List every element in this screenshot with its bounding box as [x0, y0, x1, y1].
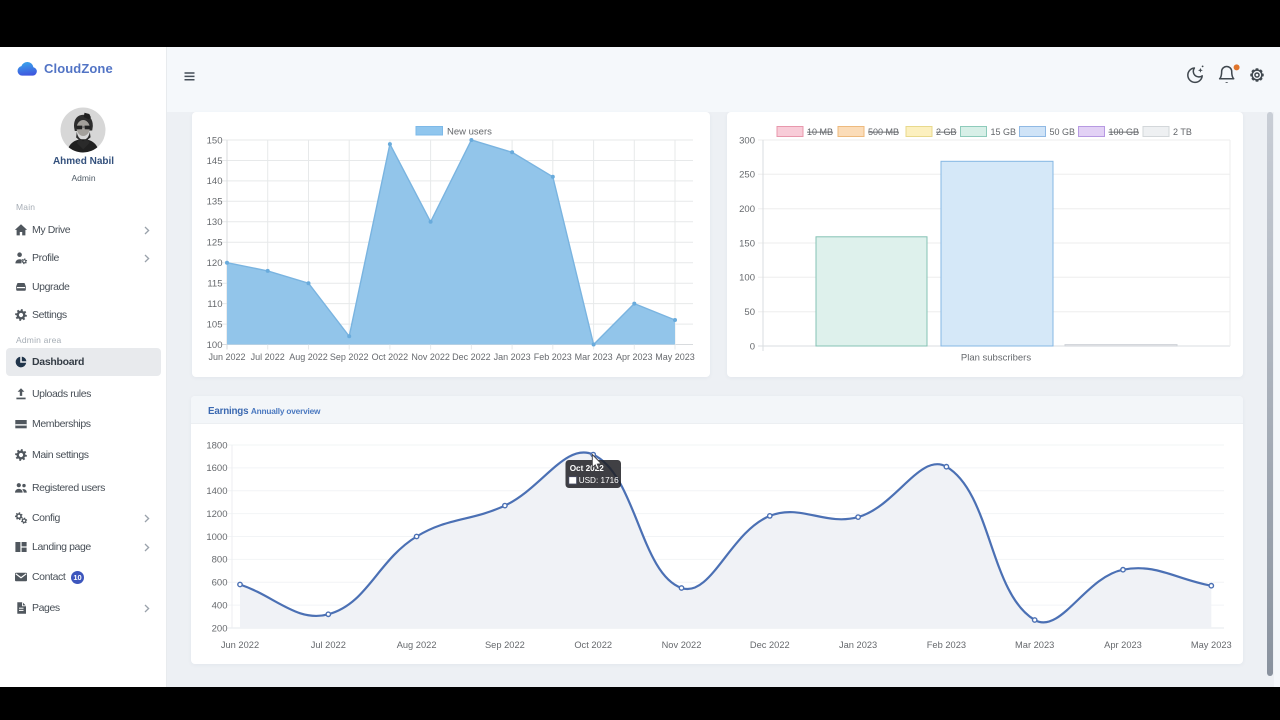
- svg-text:Mar 2023: Mar 2023: [575, 352, 613, 362]
- svg-text:Oct 2022: Oct 2022: [372, 352, 409, 362]
- svg-text:Oct 2022: Oct 2022: [570, 464, 605, 473]
- svg-text:Aug 2022: Aug 2022: [289, 352, 328, 362]
- svg-text:Feb 2023: Feb 2023: [534, 352, 572, 362]
- svg-text:Apr 2023: Apr 2023: [616, 352, 653, 362]
- svg-text:50: 50: [744, 307, 755, 318]
- svg-text:Aug 2022: Aug 2022: [397, 640, 437, 650]
- svg-text:125: 125: [207, 238, 223, 249]
- svg-text:50 GB: 50 GB: [1050, 127, 1076, 137]
- svg-text:500 MB: 500 MB: [868, 127, 899, 137]
- svg-text:150: 150: [207, 135, 223, 146]
- svg-text:Apr 2023: Apr 2023: [1104, 640, 1142, 650]
- svg-text:Feb 2023: Feb 2023: [927, 640, 966, 650]
- svg-text:145: 145: [207, 156, 223, 167]
- svg-text:130: 130: [207, 217, 223, 228]
- svg-text:250: 250: [739, 170, 755, 181]
- svg-text:Oct 2022: Oct 2022: [574, 640, 612, 650]
- svg-text:Jun 2022: Jun 2022: [208, 352, 245, 362]
- svg-text:140: 140: [207, 176, 223, 187]
- svg-text:Dec 2022: Dec 2022: [750, 640, 790, 650]
- svg-text:15 GB: 15 GB: [991, 127, 1017, 137]
- svg-text:Jun 2022: Jun 2022: [221, 640, 259, 650]
- svg-text:Jan 2023: Jan 2023: [839, 640, 877, 650]
- svg-text:800: 800: [212, 555, 228, 566]
- svg-text:300: 300: [739, 135, 755, 146]
- svg-text:120: 120: [207, 258, 223, 269]
- svg-text:Mar 2023: Mar 2023: [1015, 640, 1054, 650]
- svg-text:200: 200: [212, 623, 228, 634]
- svg-text:Nov 2022: Nov 2022: [411, 352, 450, 362]
- svg-text:2 TB: 2 TB: [1173, 127, 1192, 137]
- svg-text:100 GB: 100 GB: [1109, 127, 1140, 137]
- svg-text:Dec 2022: Dec 2022: [452, 352, 491, 362]
- svg-text:1600: 1600: [206, 463, 227, 474]
- svg-text:Sep 2022: Sep 2022: [330, 352, 369, 362]
- svg-text:100: 100: [739, 273, 755, 284]
- svg-text:Sep 2022: Sep 2022: [485, 640, 525, 650]
- svg-text:Jul 2022: Jul 2022: [311, 640, 346, 650]
- svg-text:105: 105: [207, 319, 223, 330]
- svg-text:100: 100: [207, 340, 223, 351]
- svg-text:Jan 2023: Jan 2023: [494, 352, 531, 362]
- svg-text:110: 110: [207, 299, 222, 310]
- svg-text:1800: 1800: [206, 440, 227, 451]
- svg-text:Jul 2022: Jul 2022: [251, 352, 285, 362]
- svg-text:Plan subscribers: Plan subscribers: [961, 353, 1031, 364]
- svg-text:May 2023: May 2023: [1191, 640, 1232, 650]
- svg-text:1200: 1200: [206, 509, 227, 520]
- svg-text:Nov 2022: Nov 2022: [662, 640, 702, 650]
- svg-text:New users: New users: [447, 126, 492, 137]
- svg-text:2 GB: 2 GB: [936, 127, 957, 137]
- svg-text:10 MB: 10 MB: [807, 127, 833, 137]
- svg-text:0: 0: [750, 341, 755, 352]
- svg-text:200: 200: [739, 204, 755, 215]
- svg-text:400: 400: [212, 600, 228, 611]
- svg-text:115: 115: [207, 279, 222, 290]
- svg-text:150: 150: [739, 238, 755, 249]
- svg-text:600: 600: [212, 578, 228, 589]
- svg-text:135: 135: [207, 197, 223, 208]
- svg-text:USD: 1716: USD: 1716: [579, 476, 619, 485]
- svg-text:May 2023: May 2023: [655, 352, 695, 362]
- svg-text:1400: 1400: [206, 486, 227, 497]
- svg-text:1000: 1000: [206, 532, 227, 543]
